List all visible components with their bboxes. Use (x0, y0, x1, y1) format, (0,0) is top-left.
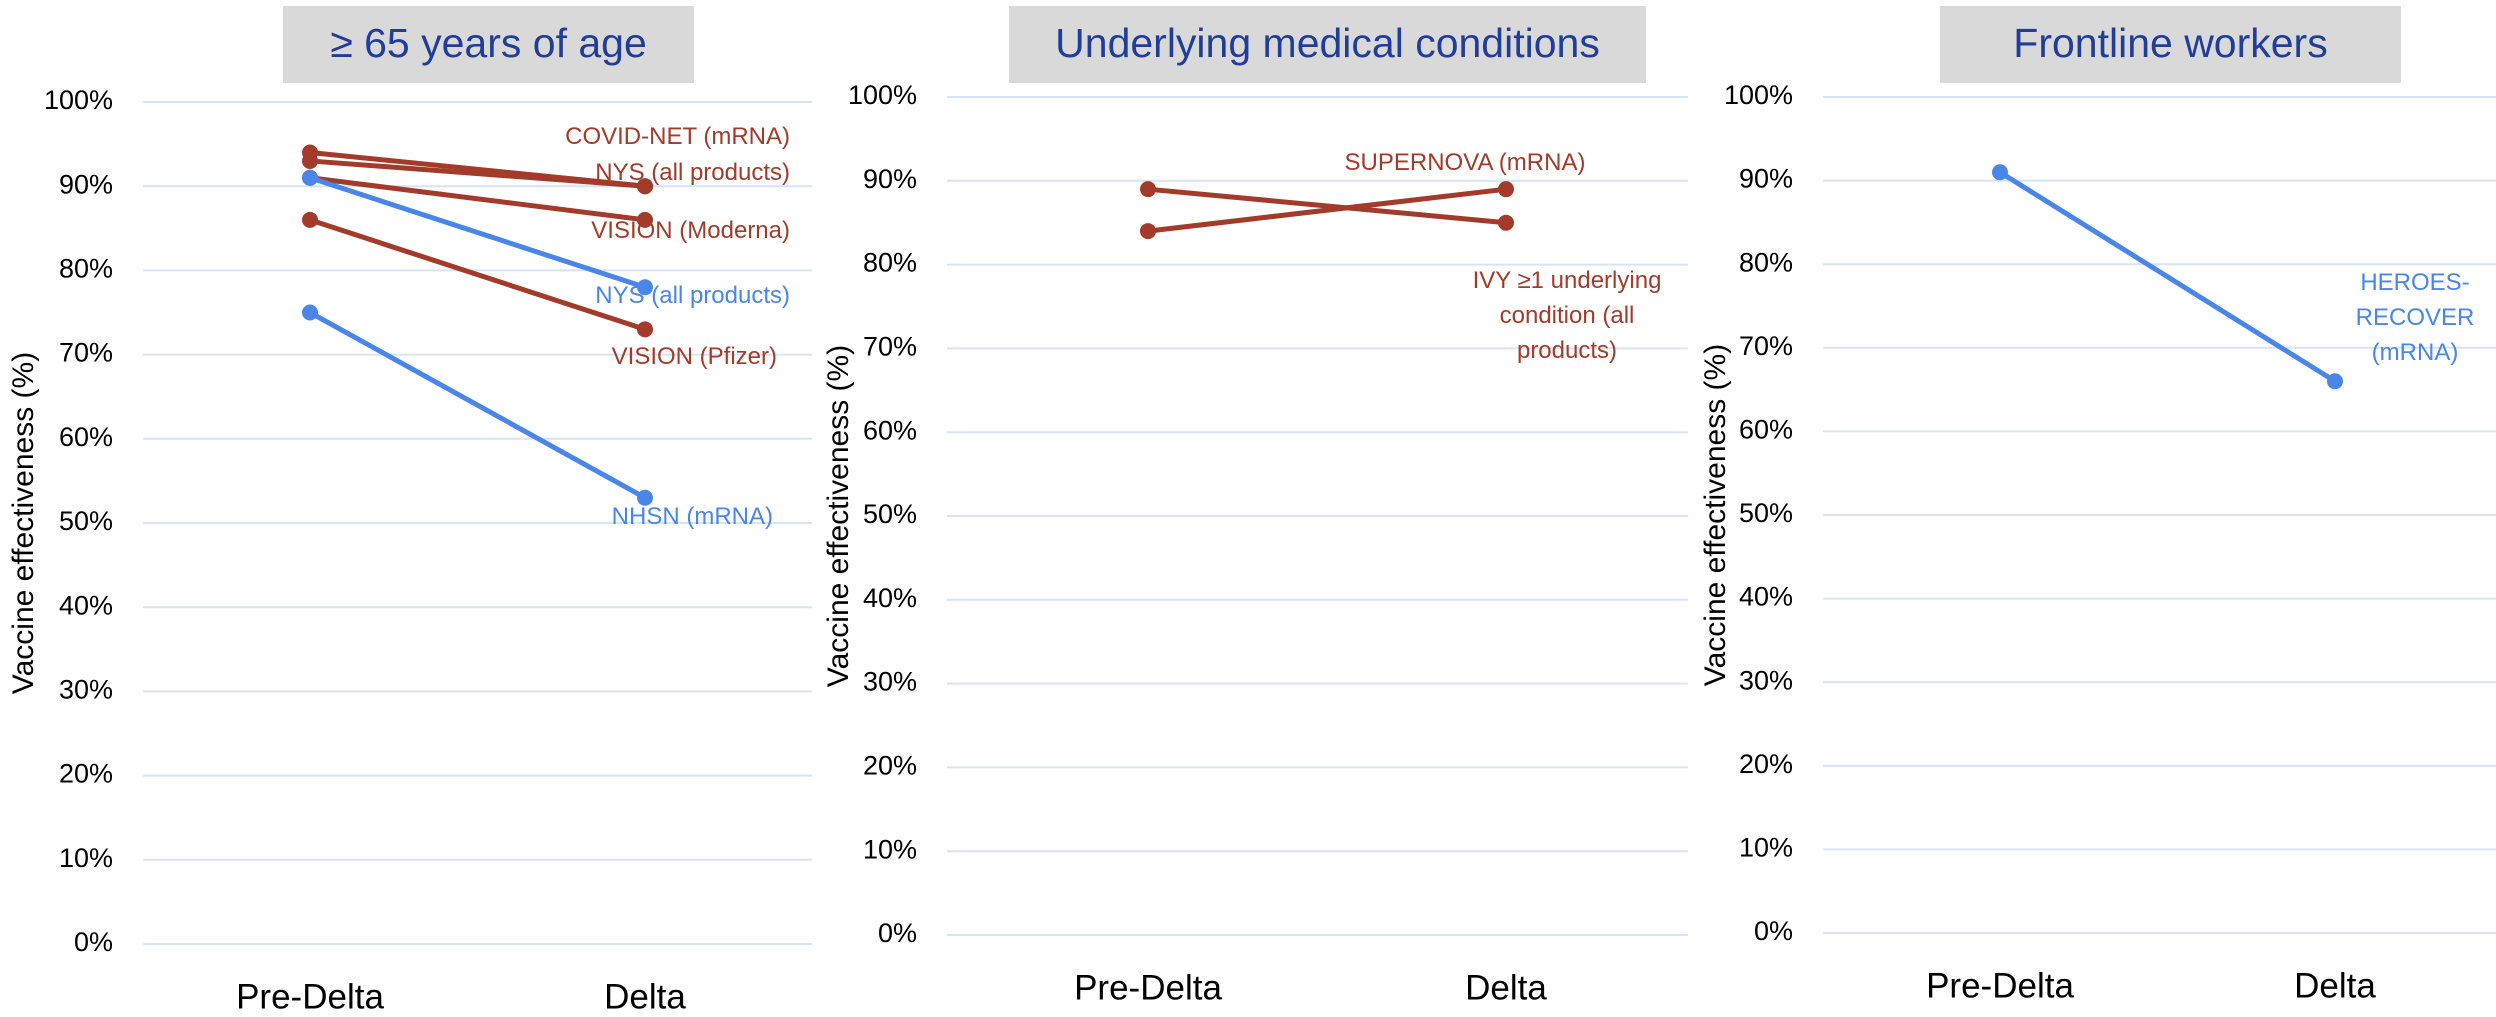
data-point (1992, 164, 2008, 181)
data-point (1498, 181, 1514, 198)
title-box (1940, 6, 2401, 83)
y-tick-label: 20% (863, 751, 917, 781)
data-point (637, 321, 653, 338)
series-label: COVID-NET (mRNA) (565, 123, 790, 150)
x-tick-label: Delta (1465, 968, 1547, 1007)
series-line (308, 310, 647, 500)
series-label-box: NYS (all products) (595, 159, 790, 186)
series-line (309, 175, 646, 223)
y-tick-label: 60% (59, 422, 113, 452)
data-point (302, 169, 318, 186)
y-tick-label: 0% (878, 918, 917, 948)
y-tick-label: 80% (863, 248, 917, 278)
title-box (283, 6, 694, 83)
y-axis-label: Vaccine effectiveness (%) (822, 345, 855, 687)
y-tick-label: 80% (1739, 247, 1793, 277)
series-label: NYS (all products) (595, 282, 790, 309)
y-tick-label: 50% (863, 499, 917, 529)
x-tick-label: Pre-Delta (236, 977, 384, 1016)
chart-title: Underlying medical conditions (1055, 20, 1600, 66)
series-label: NYS (all products) (595, 159, 790, 186)
series-line (1998, 170, 2337, 384)
y-tick-label: 10% (1739, 833, 1793, 863)
series-label-box: VISION (Moderna) (591, 217, 790, 244)
y-axis-label: Vaccine effectiveness (%) (7, 352, 40, 694)
data-point (302, 304, 318, 321)
series-label: SUPERNOVA (mRNA) (1344, 149, 1586, 176)
y-tick-label: 60% (1739, 415, 1793, 445)
chart-title: ≥ 65 years of age (330, 20, 647, 66)
series-label-box: SUPERNOVA (mRNA) (1344, 149, 1586, 176)
y-tick-label: 30% (1739, 665, 1793, 695)
y-tick-label: 90% (863, 164, 917, 194)
y-tick-label: 0% (1754, 916, 1793, 946)
y-tick-label: 70% (863, 332, 917, 362)
title-box (1009, 6, 1646, 83)
series-line (1147, 186, 1507, 226)
series-line (309, 217, 646, 332)
y-tick-label: 100% (848, 80, 917, 110)
y-tick-label: 50% (59, 506, 113, 536)
y-tick-label: 100% (44, 85, 113, 115)
y-tick-label: 40% (863, 583, 917, 613)
series-label-box: NHSN (mRNA) (611, 503, 773, 530)
series-label-box: VISION (Pfizer) (611, 343, 777, 370)
data-point (637, 178, 653, 195)
series-label-box: IVY ≥1 underlying condition (all product… (1472, 267, 1662, 364)
series-label: NHSN (mRNA) (611, 503, 773, 530)
y-tick-label: 70% (1739, 331, 1793, 361)
y-tick-label: 90% (59, 169, 113, 199)
series-label-box: NYS (all products) (595, 282, 790, 309)
series-label: IVY ≥1 underlying condition (all product… (1472, 267, 1662, 364)
y-tick-label: 10% (863, 834, 917, 864)
data-point (637, 489, 653, 506)
y-tick-label: 40% (1739, 582, 1793, 612)
x-tick-label: Delta (2294, 966, 2376, 1005)
series-label-box: HEROES-RECOVER (mRNA) (2355, 269, 2475, 366)
y-axis-label: Vaccine effectiveness (%) (1699, 344, 1732, 686)
y-tick-label: 0% (74, 927, 113, 957)
y-tick-label: 100% (1724, 80, 1793, 110)
series-label: HEROES-RECOVER (mRNA) (2355, 269, 2475, 366)
y-tick-label: 40% (59, 590, 113, 620)
x-tick-label: Delta (604, 977, 686, 1016)
series-line (1147, 186, 1507, 234)
data-point (302, 211, 318, 228)
x-tick-label: Pre-Delta (1074, 968, 1222, 1007)
series-line (309, 175, 646, 290)
y-tick-label: 70% (59, 338, 113, 368)
series-label: VISION (Moderna) (591, 217, 790, 244)
y-tick-label: 20% (1739, 749, 1793, 779)
data-point (302, 152, 318, 169)
series-label-box: COVID-NET (mRNA) (565, 123, 790, 150)
data-point (2327, 373, 2343, 390)
y-tick-label: 20% (59, 759, 113, 789)
series-label: VISION (Pfizer) (611, 343, 777, 370)
y-tick-label: 50% (1739, 498, 1793, 528)
y-tick-label: 10% (59, 843, 113, 873)
x-tick-label: Pre-Delta (1926, 966, 2074, 1005)
y-tick-label: 80% (59, 254, 113, 284)
data-point (1140, 181, 1156, 198)
data-point (637, 211, 653, 228)
series-line (309, 158, 646, 189)
data-point (1498, 214, 1514, 231)
chart-title: Frontline workers (2013, 20, 2327, 66)
data-point (1140, 223, 1156, 240)
y-tick-label: 30% (59, 675, 113, 705)
y-tick-label: 60% (863, 415, 917, 445)
y-tick-label: 90% (1739, 164, 1793, 194)
y-tick-label: 30% (863, 667, 917, 697)
data-point (637, 279, 653, 296)
